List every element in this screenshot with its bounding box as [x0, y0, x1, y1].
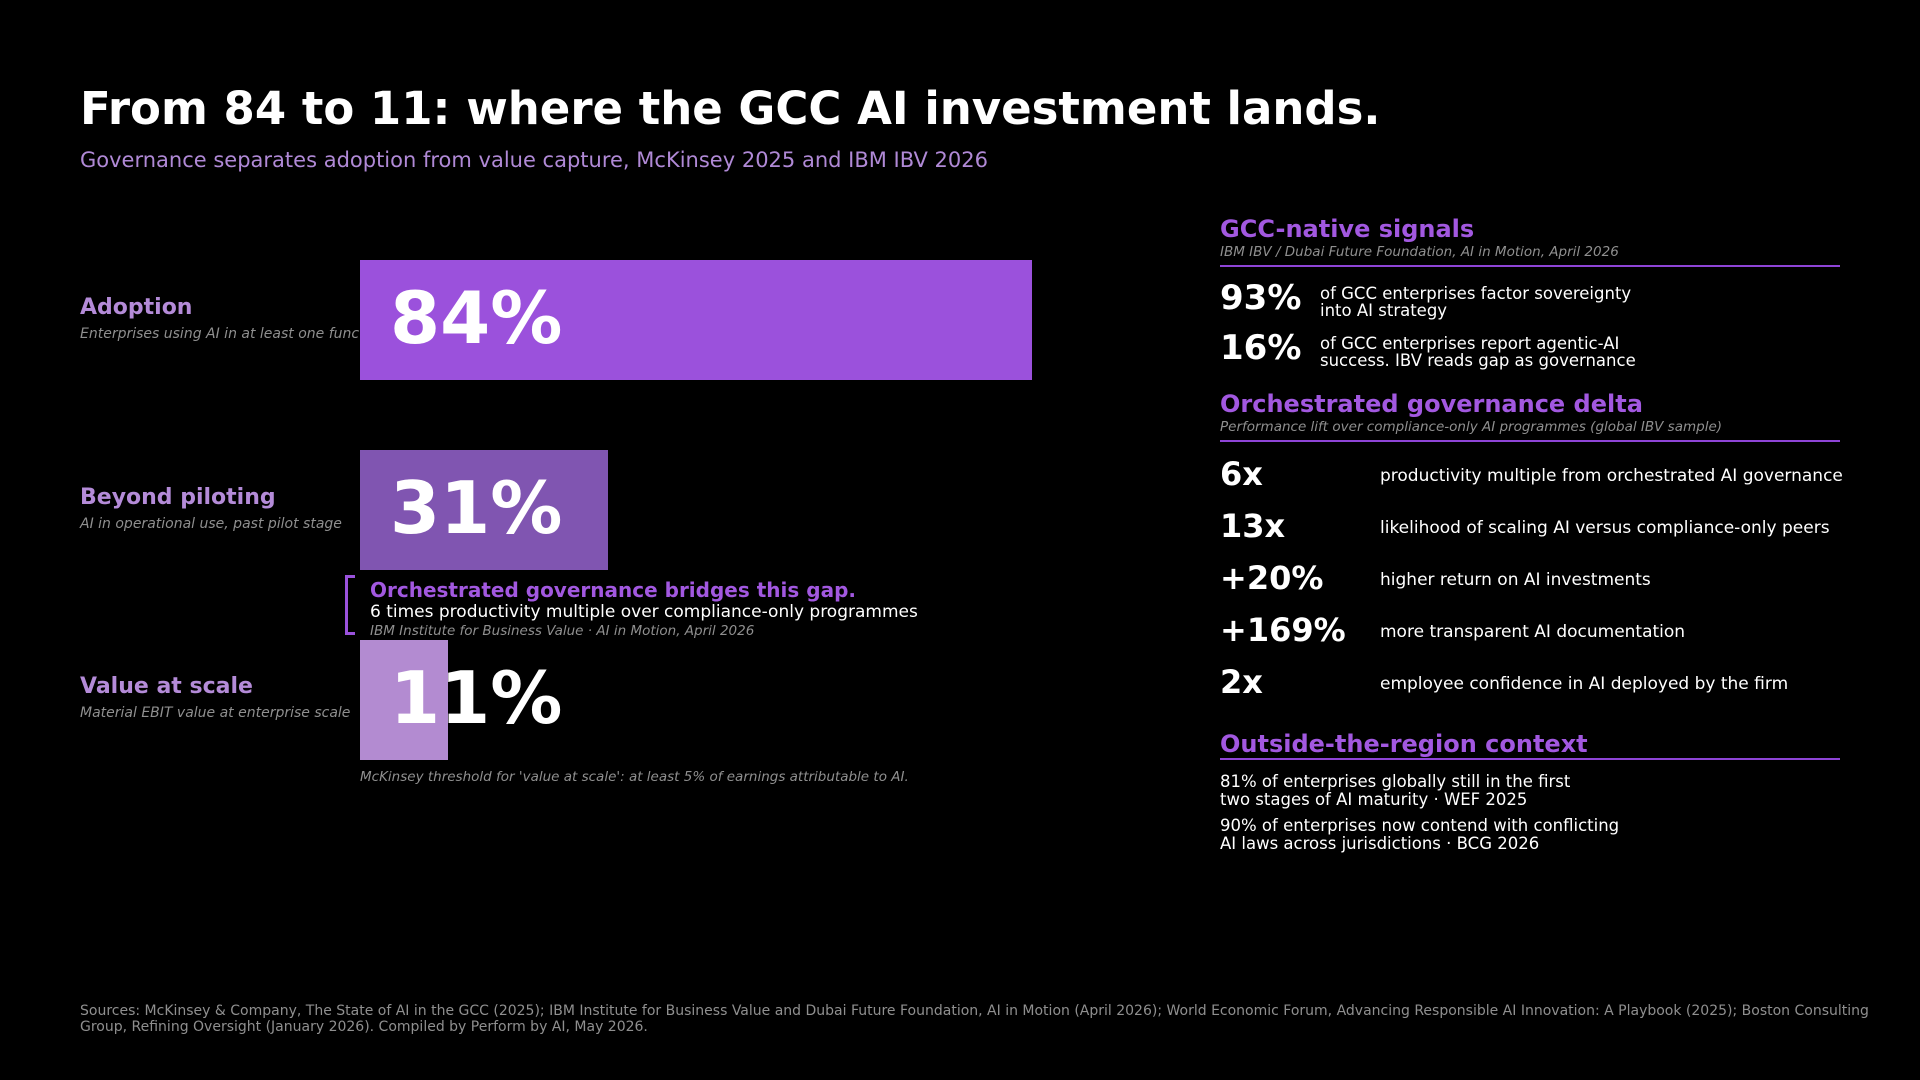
bar-value-label-value-at-scale: 11%	[390, 656, 563, 740]
bar-value-label-beyond-piloting: 31%	[390, 466, 563, 550]
category-description-value-at-scale: Material EBIT value at enterprise scale	[80, 705, 351, 721]
signals-divider	[1220, 265, 1840, 267]
delta-text: higher return on AI investments	[1380, 570, 1651, 590]
signal-value: 16%	[1220, 328, 1302, 368]
delta-source: Performance lift over compliance-only AI…	[1220, 419, 1723, 435]
annotation-source: IBM Institute for Business Value · AI in…	[370, 623, 755, 639]
context-divider	[1220, 758, 1840, 760]
bar-beyond-piloting	[360, 450, 608, 570]
delta-value: 13x	[1220, 507, 1286, 545]
signals-title: GCC-native signals	[1220, 215, 1475, 243]
delta-text: likelihood of scaling AI versus complian…	[1380, 518, 1830, 538]
delta-value: 2x	[1220, 663, 1263, 701]
signal-text-line1: of GCC enterprises factor sovereignty	[1320, 284, 1632, 303]
page-title: From 84 to 11: where the GCC AI investme…	[80, 82, 1381, 135]
delta-divider	[1220, 440, 1840, 442]
context-text-line1: 90% of enterprises now contend with conf…	[1220, 816, 1620, 835]
annotation-text: 6 times productivity multiple over compl…	[370, 602, 918, 622]
category-description-adoption: Enterprises using AI in at least one fun…	[80, 326, 386, 342]
signal-text-line1: of GCC enterprises report agentic-AI	[1320, 334, 1620, 353]
bar-value-at-scale	[360, 640, 448, 760]
context-text-line1: 81% of enterprises globally still in the…	[1220, 772, 1571, 791]
delta-text: productivity multiple from orchestrated …	[1380, 466, 1843, 486]
annotation-title: Orchestrated governance bridges this gap…	[370, 578, 856, 602]
page-subtitle: Governance separates adoption from value…	[80, 148, 988, 172]
signal-text-line2: success. IBV reads gap as governance	[1320, 351, 1636, 370]
context-title: Outside-the-region context	[1220, 730, 1588, 758]
signal-value: 93%	[1220, 278, 1302, 318]
delta-text: employee confidence in AI deployed by th…	[1380, 674, 1789, 694]
category-label-adoption: Adoption	[80, 295, 193, 320]
context-text-line2: two stages of AI maturity · WEF 2025	[1220, 790, 1528, 809]
bar-value-label-adoption: 84%	[390, 276, 563, 360]
delta-value: +20%	[1220, 559, 1324, 597]
annotation-bracket	[345, 575, 355, 635]
delta-title: Orchestrated governance delta	[1220, 390, 1643, 418]
delta-text: more transparent AI documentation	[1380, 622, 1686, 642]
signal-text-line2: into AI strategy	[1320, 301, 1448, 320]
chart-footnote: McKinsey threshold for 'value at scale':…	[360, 769, 909, 785]
signals-source: IBM IBV / Dubai Future Foundation, AI in…	[1220, 244, 1619, 260]
delta-value: 6x	[1220, 455, 1263, 493]
category-description-beyond-piloting: AI in operational use, past pilot stage	[80, 516, 342, 532]
category-label-beyond-piloting: Beyond piloting	[80, 485, 276, 510]
context-text-line2: AI laws across jurisdictions · BCG 2026	[1220, 834, 1540, 853]
category-label-value-at-scale: Value at scale	[80, 674, 253, 699]
sources-footnote: Sources: McKinsey & Company, The State o…	[80, 1003, 1869, 1035]
bar-adoption	[360, 260, 1032, 380]
delta-value: +169%	[1220, 611, 1346, 649]
